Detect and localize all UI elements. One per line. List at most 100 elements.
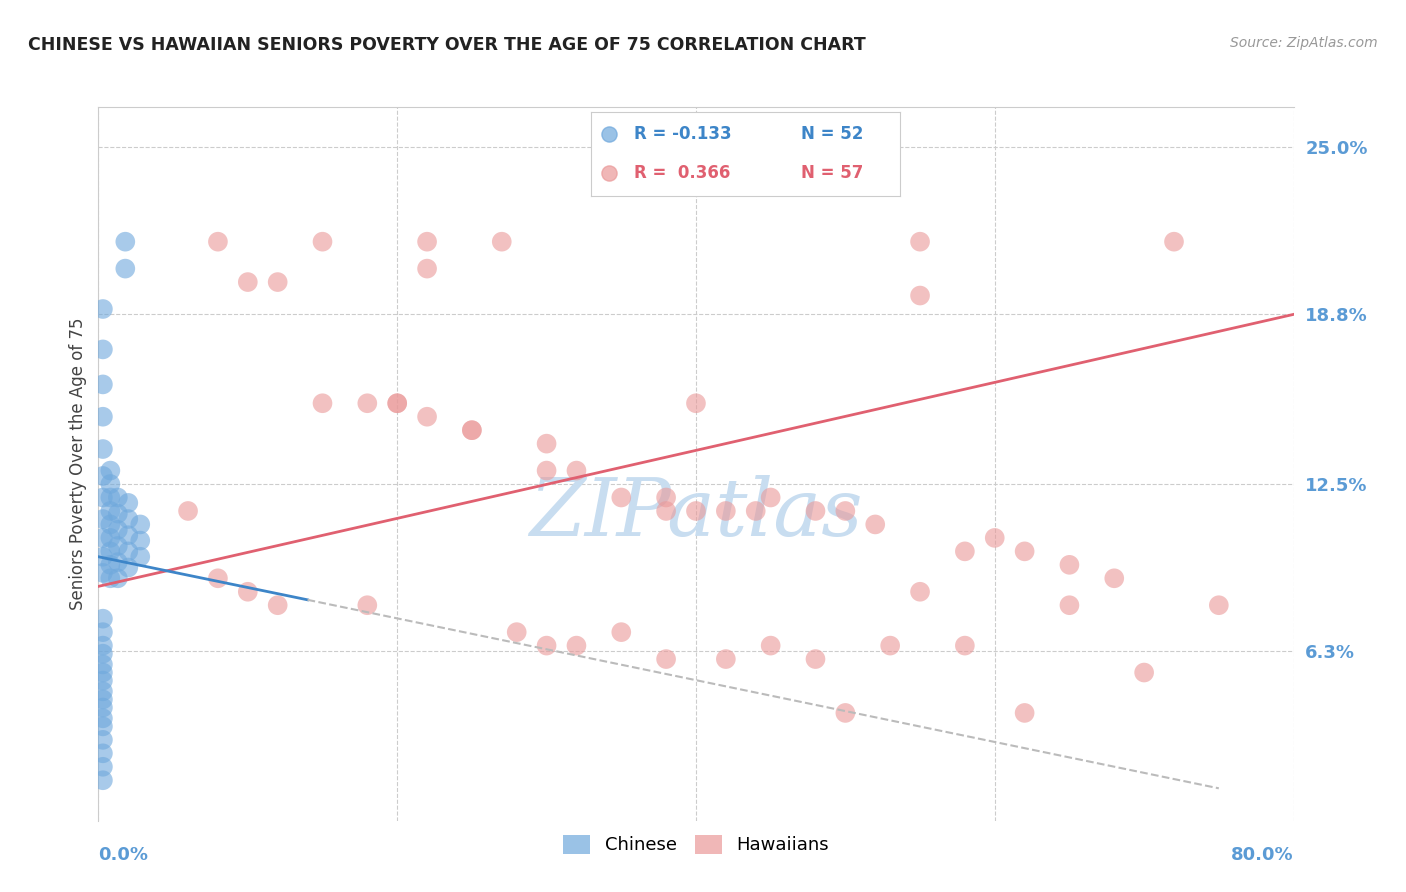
Point xyxy=(461,423,484,437)
Point xyxy=(908,584,931,599)
Point xyxy=(610,625,633,640)
Point xyxy=(311,235,333,249)
Point xyxy=(385,396,409,410)
Point xyxy=(536,436,558,450)
Point xyxy=(91,469,114,483)
Point xyxy=(356,598,378,612)
Point xyxy=(91,612,114,626)
Point xyxy=(91,747,114,761)
Point xyxy=(117,560,139,574)
Text: 0.0%: 0.0% xyxy=(98,846,149,863)
Point xyxy=(685,504,707,518)
Point xyxy=(1133,665,1156,680)
Point xyxy=(129,533,152,548)
Point xyxy=(655,652,678,666)
Point xyxy=(91,719,114,733)
Legend: Chinese, Hawaiians: Chinese, Hawaiians xyxy=(555,828,837,862)
Point xyxy=(598,128,620,142)
Point xyxy=(865,517,887,532)
Point xyxy=(117,512,139,526)
Point xyxy=(879,639,901,653)
Text: ZIPatlas: ZIPatlas xyxy=(529,475,863,552)
Point xyxy=(98,504,122,518)
Point xyxy=(129,549,152,564)
Point xyxy=(1059,598,1081,612)
Point xyxy=(98,558,122,572)
Point xyxy=(91,673,114,688)
Y-axis label: Seniors Poverty Over the Age of 75: Seniors Poverty Over the Age of 75 xyxy=(69,318,87,610)
Point xyxy=(91,732,114,747)
Point xyxy=(91,684,114,698)
Point xyxy=(685,396,707,410)
Point xyxy=(91,647,114,661)
Point xyxy=(91,692,114,706)
Point xyxy=(416,261,439,276)
Point xyxy=(236,275,259,289)
Point xyxy=(1014,544,1036,558)
Text: Source: ZipAtlas.com: Source: ZipAtlas.com xyxy=(1230,36,1378,50)
Point xyxy=(91,301,114,316)
Point xyxy=(834,504,856,518)
Point xyxy=(1163,235,1185,249)
Point xyxy=(267,598,290,612)
Text: N = 57: N = 57 xyxy=(801,164,863,182)
Point xyxy=(804,652,827,666)
Point xyxy=(1059,558,1081,572)
Point xyxy=(1104,571,1126,585)
Point xyxy=(565,464,588,478)
Point xyxy=(129,517,152,532)
Point xyxy=(107,523,129,537)
Point xyxy=(177,504,200,518)
Point xyxy=(655,491,678,505)
Point xyxy=(91,773,114,788)
Point xyxy=(91,512,114,526)
Point xyxy=(98,531,122,545)
Point xyxy=(565,639,588,653)
Point xyxy=(91,409,114,424)
Point xyxy=(759,491,782,505)
Point xyxy=(114,261,136,276)
Point xyxy=(598,166,620,180)
Point xyxy=(91,549,114,564)
Point xyxy=(91,760,114,774)
Point xyxy=(107,539,129,553)
Point xyxy=(984,531,1007,545)
Point xyxy=(91,665,114,680)
Point xyxy=(953,544,976,558)
Text: N = 52: N = 52 xyxy=(801,126,863,144)
Point xyxy=(714,504,737,518)
Point xyxy=(91,377,114,392)
Point xyxy=(759,639,782,653)
Point xyxy=(536,464,558,478)
Point xyxy=(91,625,114,640)
Text: R =  0.366: R = 0.366 xyxy=(634,164,730,182)
Point xyxy=(506,625,529,640)
Point xyxy=(491,235,513,249)
Point xyxy=(117,544,139,558)
Point xyxy=(91,343,114,357)
Point xyxy=(207,235,229,249)
Point xyxy=(98,464,122,478)
Point xyxy=(117,528,139,542)
Point xyxy=(655,504,678,518)
Point xyxy=(91,711,114,725)
Text: R = -0.133: R = -0.133 xyxy=(634,126,731,144)
Point xyxy=(91,566,114,580)
Text: CHINESE VS HAWAIIAN SENIORS POVERTY OVER THE AGE OF 75 CORRELATION CHART: CHINESE VS HAWAIIAN SENIORS POVERTY OVER… xyxy=(28,36,866,54)
Point xyxy=(114,235,136,249)
Point xyxy=(107,491,129,505)
Point xyxy=(117,496,139,510)
Point xyxy=(804,504,827,518)
Point xyxy=(536,639,558,653)
Point xyxy=(385,396,409,410)
Point xyxy=(236,584,259,599)
Point xyxy=(207,571,229,585)
Point xyxy=(416,235,439,249)
Point xyxy=(91,442,114,456)
Point xyxy=(1208,598,1230,612)
Point xyxy=(98,544,122,558)
Point xyxy=(311,396,333,410)
Point xyxy=(267,275,290,289)
Point xyxy=(834,706,856,720)
Point xyxy=(91,491,114,505)
